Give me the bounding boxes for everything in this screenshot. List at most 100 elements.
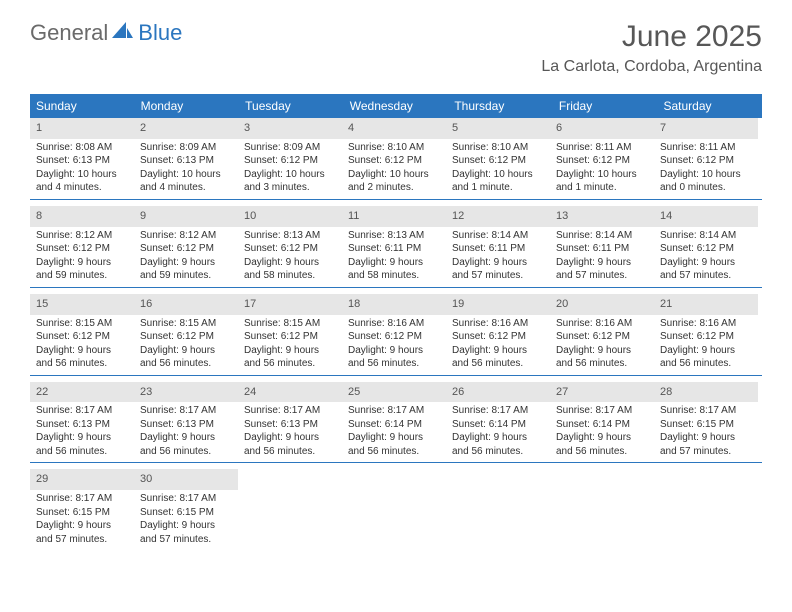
sunset-line: Sunset: 6:12 PM	[660, 242, 752, 256]
day-body: Sunrise: 8:15 AMSunset: 6:12 PMDaylight:…	[238, 317, 342, 371]
daylight-line-1: Daylight: 9 hours	[660, 344, 752, 358]
daylight-line-2: and 56 minutes.	[452, 445, 544, 459]
daylight-line-2: and 57 minutes.	[556, 269, 648, 283]
day-number: 1	[30, 118, 134, 139]
sunrise-line: Sunrise: 8:10 AM	[452, 141, 544, 155]
daylight-line-2: and 56 minutes.	[36, 445, 128, 459]
daylight-line-2: and 56 minutes.	[244, 445, 336, 459]
day-number: 23	[134, 382, 238, 403]
daylight-line-1: Daylight: 9 hours	[660, 256, 752, 270]
daylight-line-1: Daylight: 9 hours	[556, 344, 648, 358]
daylight-line-2: and 56 minutes.	[348, 357, 440, 371]
sunset-line: Sunset: 6:13 PM	[36, 418, 128, 432]
title-block: June 2025 La Carlota, Cordoba, Argentina	[541, 20, 762, 76]
sunset-line: Sunset: 6:15 PM	[660, 418, 752, 432]
sunrise-line: Sunrise: 8:17 AM	[36, 492, 128, 506]
day-number: 27	[550, 382, 654, 403]
sunrise-line: Sunrise: 8:16 AM	[556, 317, 648, 331]
sunset-line: Sunset: 6:11 PM	[452, 242, 544, 256]
day-cell: 4Sunrise: 8:10 AMSunset: 6:12 PMDaylight…	[342, 118, 446, 199]
daylight-line-1: Daylight: 9 hours	[244, 344, 336, 358]
daylight-line-1: Daylight: 9 hours	[556, 256, 648, 270]
day-cell: 8Sunrise: 8:12 AMSunset: 6:12 PMDaylight…	[30, 206, 134, 287]
sunrise-line: Sunrise: 8:16 AM	[452, 317, 544, 331]
day-cell: 5Sunrise: 8:10 AMSunset: 6:12 PMDaylight…	[446, 118, 550, 199]
daylight-line-1: Daylight: 9 hours	[348, 431, 440, 445]
day-cell: 6Sunrise: 8:11 AMSunset: 6:12 PMDaylight…	[550, 118, 654, 199]
day-body: Sunrise: 8:17 AMSunset: 6:14 PMDaylight:…	[342, 404, 446, 458]
day-number: 25	[342, 382, 446, 403]
day-cell: 7Sunrise: 8:11 AMSunset: 6:12 PMDaylight…	[654, 118, 758, 199]
day-body: Sunrise: 8:14 AMSunset: 6:12 PMDaylight:…	[654, 229, 758, 283]
day-cell: 29Sunrise: 8:17 AMSunset: 6:15 PMDayligh…	[30, 469, 134, 550]
sunset-line: Sunset: 6:12 PM	[244, 154, 336, 168]
daylight-line-1: Daylight: 10 hours	[244, 168, 336, 182]
dow-monday: Monday	[135, 94, 240, 118]
day-number: 10	[238, 206, 342, 227]
daylight-line-2: and 56 minutes.	[660, 357, 752, 371]
week-row: 22Sunrise: 8:17 AMSunset: 6:13 PMDayligh…	[30, 382, 762, 464]
day-body: Sunrise: 8:17 AMSunset: 6:15 PMDaylight:…	[134, 492, 238, 546]
daylight-line-2: and 56 minutes.	[140, 445, 232, 459]
week-row: 15Sunrise: 8:15 AMSunset: 6:12 PMDayligh…	[30, 294, 762, 376]
sunrise-line: Sunrise: 8:11 AM	[556, 141, 648, 155]
daylight-line-1: Daylight: 10 hours	[452, 168, 544, 182]
sunset-line: Sunset: 6:13 PM	[140, 154, 232, 168]
daylight-line-1: Daylight: 9 hours	[140, 344, 232, 358]
daylight-line-2: and 56 minutes.	[244, 357, 336, 371]
day-body: Sunrise: 8:10 AMSunset: 6:12 PMDaylight:…	[342, 141, 446, 195]
day-cell: 24Sunrise: 8:17 AMSunset: 6:13 PMDayligh…	[238, 382, 342, 463]
daylight-line-2: and 58 minutes.	[348, 269, 440, 283]
daylight-line-2: and 57 minutes.	[140, 533, 232, 547]
day-number: 20	[550, 294, 654, 315]
day-number: 19	[446, 294, 550, 315]
daylight-line-2: and 3 minutes.	[244, 181, 336, 195]
sunset-line: Sunset: 6:12 PM	[660, 154, 752, 168]
day-body: Sunrise: 8:16 AMSunset: 6:12 PMDaylight:…	[446, 317, 550, 371]
sunrise-line: Sunrise: 8:10 AM	[348, 141, 440, 155]
day-body: Sunrise: 8:15 AMSunset: 6:12 PMDaylight:…	[134, 317, 238, 371]
sunset-line: Sunset: 6:12 PM	[140, 330, 232, 344]
sunset-line: Sunset: 6:14 PM	[348, 418, 440, 432]
day-number: 12	[446, 206, 550, 227]
day-body: Sunrise: 8:17 AMSunset: 6:14 PMDaylight:…	[446, 404, 550, 458]
empty-cell	[654, 469, 758, 550]
day-cell: 21Sunrise: 8:16 AMSunset: 6:12 PMDayligh…	[654, 294, 758, 375]
day-cell: 16Sunrise: 8:15 AMSunset: 6:12 PMDayligh…	[134, 294, 238, 375]
daylight-line-1: Daylight: 10 hours	[660, 168, 752, 182]
header: General Blue June 2025 La Carlota, Cordo…	[0, 0, 792, 86]
day-number: 7	[654, 118, 758, 139]
day-number: 18	[342, 294, 446, 315]
day-body: Sunrise: 8:17 AMSunset: 6:13 PMDaylight:…	[238, 404, 342, 458]
week-row: 1Sunrise: 8:08 AMSunset: 6:13 PMDaylight…	[30, 118, 762, 200]
sunrise-line: Sunrise: 8:12 AM	[140, 229, 232, 243]
day-body: Sunrise: 8:12 AMSunset: 6:12 PMDaylight:…	[134, 229, 238, 283]
sunrise-line: Sunrise: 8:15 AM	[140, 317, 232, 331]
location-subtitle: La Carlota, Cordoba, Argentina	[541, 58, 762, 76]
sunset-line: Sunset: 6:12 PM	[36, 242, 128, 256]
dow-friday: Friday	[553, 94, 658, 118]
daylight-line-1: Daylight: 9 hours	[36, 256, 128, 270]
day-number: 29	[30, 469, 134, 490]
sunset-line: Sunset: 6:12 PM	[244, 242, 336, 256]
sunrise-line: Sunrise: 8:17 AM	[556, 404, 648, 418]
sunrise-line: Sunrise: 8:17 AM	[244, 404, 336, 418]
daylight-line-1: Daylight: 9 hours	[36, 344, 128, 358]
daylight-line-1: Daylight: 10 hours	[348, 168, 440, 182]
empty-cell	[550, 469, 654, 550]
calendar-weeks: 1Sunrise: 8:08 AMSunset: 6:13 PMDaylight…	[30, 118, 762, 550]
daylight-line-2: and 56 minutes.	[348, 445, 440, 459]
day-body: Sunrise: 8:16 AMSunset: 6:12 PMDaylight:…	[550, 317, 654, 371]
day-number: 11	[342, 206, 446, 227]
day-body: Sunrise: 8:13 AMSunset: 6:11 PMDaylight:…	[342, 229, 446, 283]
day-body: Sunrise: 8:10 AMSunset: 6:12 PMDaylight:…	[446, 141, 550, 195]
day-cell: 13Sunrise: 8:14 AMSunset: 6:11 PMDayligh…	[550, 206, 654, 287]
day-body: Sunrise: 8:16 AMSunset: 6:12 PMDaylight:…	[654, 317, 758, 371]
daylight-line-2: and 56 minutes.	[452, 357, 544, 371]
day-body: Sunrise: 8:17 AMSunset: 6:15 PMDaylight:…	[654, 404, 758, 458]
daylight-line-2: and 59 minutes.	[140, 269, 232, 283]
day-body: Sunrise: 8:17 AMSunset: 6:13 PMDaylight:…	[30, 404, 134, 458]
day-body: Sunrise: 8:14 AMSunset: 6:11 PMDaylight:…	[550, 229, 654, 283]
day-number: 5	[446, 118, 550, 139]
week-row: 8Sunrise: 8:12 AMSunset: 6:12 PMDaylight…	[30, 206, 762, 288]
